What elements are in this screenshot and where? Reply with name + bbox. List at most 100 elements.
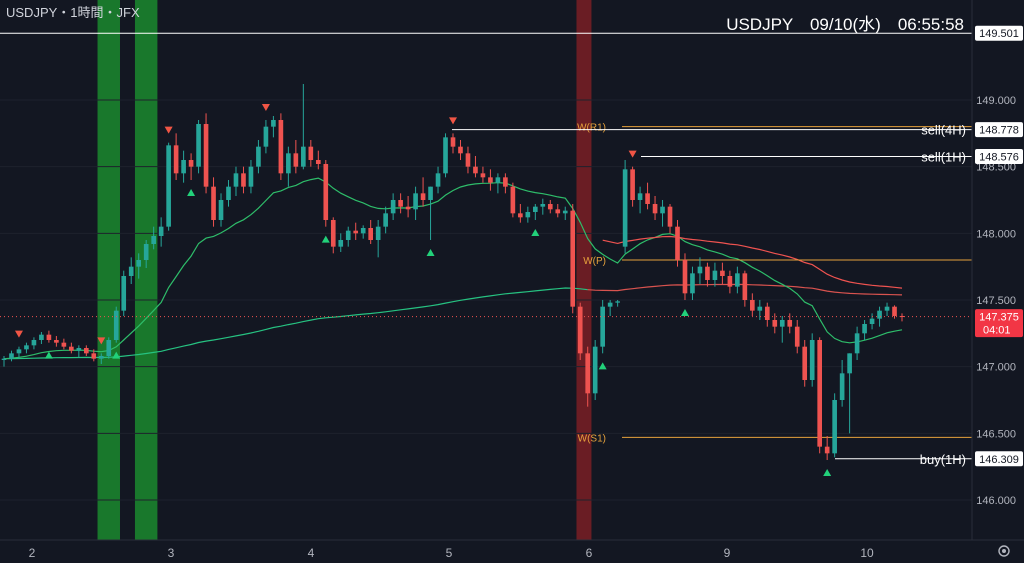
price-label-box (975, 309, 1023, 338)
time-tick-label: 2 (29, 546, 36, 560)
candle-body (854, 333, 860, 354)
candle-body (24, 345, 29, 350)
candle-body (562, 210, 568, 214)
candle-body (899, 316, 905, 317)
candle-body (286, 153, 291, 174)
candle-body (712, 270, 718, 280)
price-label-box (975, 451, 1023, 467)
buy-signal-arrow (531, 229, 540, 236)
candle-body (735, 273, 740, 287)
clock-title: USDJPY 09/10(水) 06:55:58 (726, 15, 964, 34)
candle-body (181, 160, 186, 174)
candle-body (488, 177, 493, 183)
candle-body (61, 342, 67, 347)
sell-signal-arrow (261, 104, 270, 111)
candle-body (128, 266, 134, 276)
candle-body (323, 164, 329, 220)
buy-signal-arrow (112, 351, 121, 359)
price-label-text: 147.375 (979, 312, 1019, 324)
candle-body (46, 334, 52, 340)
price-axis[interactable]: 149.000 148.500 148.000 147.500 147.000 146.5… (976, 95, 1016, 507)
candle-body (675, 226, 680, 260)
candle-body (480, 173, 486, 178)
candle-body (772, 320, 778, 327)
candle-body (91, 353, 97, 359)
candle-body (248, 166, 254, 187)
candle-body (83, 348, 89, 354)
candle-body (166, 145, 171, 227)
buy-signal-arrow (598, 362, 607, 370)
buy-signal-arrow (44, 351, 53, 359)
candle-body (764, 306, 770, 320)
candle-body (705, 266, 710, 280)
signal-arrows (14, 104, 832, 476)
candle-body (330, 220, 336, 247)
candle-body (54, 340, 59, 343)
pivot-label: W(R1) (577, 123, 606, 134)
price-label-text: 148.778 (979, 125, 1019, 137)
candle-body (375, 226, 381, 240)
price-tick-label: 146.000 (976, 495, 1016, 507)
pivot-label: W(S1) (578, 433, 606, 444)
sell-signal-arrow (97, 337, 106, 345)
candle-body (577, 306, 583, 354)
candle-body (16, 349, 22, 354)
candle-body (338, 240, 344, 247)
signal-zone-green (134, 0, 158, 540)
price-tick-label: 146.500 (976, 428, 1016, 440)
candle-body (9, 353, 14, 359)
pivot-label: W(P) (583, 256, 606, 267)
candle-body (832, 400, 837, 454)
candle-body (301, 146, 306, 167)
candle-body (241, 173, 246, 187)
time-tick-label: 10 (860, 546, 874, 560)
time-tick-label: 6 (586, 546, 593, 560)
candle-body (510, 186, 516, 214)
ema-fast-line (3, 177, 903, 360)
level-label: sell(1H) (921, 150, 966, 165)
signal-zones (97, 0, 592, 540)
price-label-box (975, 149, 1023, 165)
candle-body (345, 230, 351, 240)
candle-body (458, 146, 463, 154)
candle-body (824, 446, 830, 454)
buy-signal-arrow (680, 309, 689, 316)
candle-body (293, 153, 299, 167)
candle-body (196, 124, 201, 167)
candle-body (757, 306, 763, 311)
candle-body (630, 169, 635, 200)
candle-body (622, 169, 628, 247)
candle-body (98, 356, 104, 359)
candle-body (211, 186, 216, 220)
candle-body (353, 230, 359, 234)
candle-body (435, 173, 441, 187)
candle-body (892, 306, 897, 316)
candle-body (645, 193, 650, 204)
candle-body (503, 177, 508, 187)
candle-body (877, 310, 882, 319)
candle-body (750, 300, 755, 311)
candle-body (113, 310, 119, 340)
time-tick-label: 4 (308, 546, 315, 560)
candle-body (158, 226, 164, 236)
countdown-text: 04:01 (983, 325, 1011, 337)
candle-body (585, 353, 591, 394)
settings-icon[interactable] (998, 545, 1010, 557)
candle-body (794, 326, 800, 347)
price-label-text: 149.501 (979, 28, 1019, 40)
time-axis[interactable]: 2 3 4 5 6 9 10 (29, 546, 874, 560)
candle-body (1, 358, 7, 360)
candle-body (263, 126, 269, 147)
candle-body (592, 346, 598, 394)
signal-zone-green (97, 0, 120, 540)
candle-body (615, 301, 620, 303)
candle-body (532, 206, 538, 212)
candle-body (847, 353, 852, 374)
candle-body (39, 334, 44, 340)
candle-body (69, 346, 74, 351)
price-tick-label: 149.000 (976, 95, 1016, 107)
candle-body (495, 177, 501, 183)
price-tick-label: 147.000 (976, 362, 1016, 374)
